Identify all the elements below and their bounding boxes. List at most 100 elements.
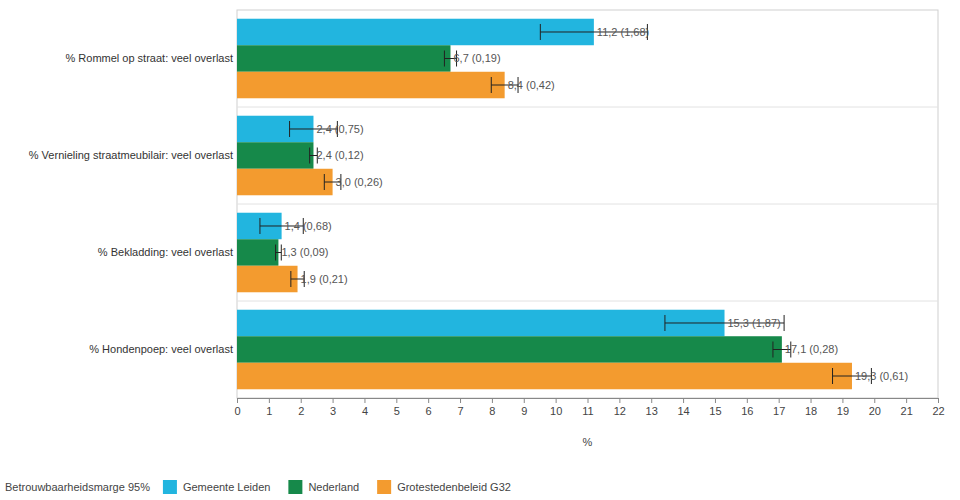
bar [237, 310, 725, 337]
x-tick-mark [651, 398, 652, 403]
x-tick-mark [747, 398, 748, 403]
error-bar [276, 245, 282, 261]
x-tick: 14 [677, 398, 689, 417]
x-tick-label: 1 [266, 405, 272, 417]
x-tick-label: 11 [582, 405, 593, 417]
x-axis: 012345678910111213141516171819202122 [234, 398, 944, 417]
error-bar-cap [275, 245, 276, 261]
legend-swatch [163, 480, 177, 494]
data-label: 3,0 (0,26) [336, 176, 383, 188]
error-bar-cap [324, 174, 325, 190]
x-tick-mark [237, 398, 238, 403]
x-tick-mark [938, 398, 939, 403]
x-tick: 15 [709, 398, 721, 417]
x-tick: 4 [362, 398, 368, 417]
legend-label: Gemeente Leiden [183, 481, 270, 493]
x-tick-mark [301, 398, 302, 403]
x-tick-label: 18 [805, 405, 817, 417]
data-label: 2,4 (0,12) [316, 149, 363, 161]
legend-label: Grotestedenbeleid G32 [397, 481, 511, 493]
data-label: 2,4 (0,75) [316, 123, 363, 135]
bars [237, 19, 871, 390]
x-tick: 0 [234, 398, 240, 417]
x-tick-label: 12 [614, 405, 626, 417]
legend-swatch [377, 480, 391, 494]
bar [237, 239, 278, 266]
x-tick-mark [492, 398, 493, 403]
data-label: 8,4 (0,42) [508, 79, 555, 91]
x-tick: 2 [298, 398, 304, 417]
x-tick-label: 14 [677, 405, 689, 417]
data-label: 1,3 (0,09) [281, 246, 328, 258]
x-tick: 20 [869, 398, 881, 417]
legend-title: Betrouwbaarheidsmarge 95% [5, 481, 150, 493]
x-tick-label: 7 [457, 405, 463, 417]
data-label: 1,9 (0,21) [301, 273, 348, 285]
x-tick-mark [874, 398, 875, 403]
x-axis-title: % [583, 436, 593, 448]
x-tick: 11 [582, 398, 593, 417]
bar [237, 72, 505, 99]
x-tick-mark [460, 398, 461, 403]
category-label: % Bekladding: veel overlast [98, 246, 233, 258]
category-label: % Rommel op straat: veel overlast [65, 52, 233, 64]
x-tick-mark [842, 398, 843, 403]
x-tick: 18 [805, 398, 817, 417]
x-tick: 17 [773, 398, 785, 417]
x-tick: 6 [426, 398, 432, 417]
x-tick-label: 16 [741, 405, 753, 417]
error-bar [665, 315, 784, 331]
x-tick-label: 4 [362, 405, 368, 417]
chart: 11,2 (1,68) 2,4 (0,75) 1,4 (0,68) 15,3 (1,8… [0, 0, 960, 500]
x-tick-label: 5 [394, 405, 400, 417]
x-tick: 22 [932, 398, 944, 417]
data-label: 11,2 (1,68) [597, 26, 649, 38]
error-bar-cap [289, 121, 290, 137]
data-label: 1,4 (0,68) [285, 220, 332, 232]
x-tick: 1 [266, 398, 272, 417]
data-label: 6,7 (0,19) [453, 52, 500, 64]
x-tick-label: 22 [932, 405, 944, 417]
x-tick-mark [683, 398, 684, 403]
x-tick-label: 13 [646, 405, 658, 417]
category-separator [237, 301, 938, 302]
x-tick-mark [715, 398, 716, 403]
error-bar-cap [832, 368, 833, 384]
x-tick: 9 [521, 398, 527, 417]
x-tick-label: 6 [426, 405, 432, 417]
x-tick: 13 [646, 398, 658, 417]
plot-frame [237, 10, 938, 398]
x-tick: 7 [457, 398, 463, 417]
legend-swatch [288, 480, 302, 494]
x-tick-label: 19 [837, 405, 849, 417]
x-tick-mark [333, 398, 334, 403]
bar [237, 19, 594, 46]
error-bar-cap [309, 148, 310, 164]
x-tick-label: 9 [521, 405, 527, 417]
category-separator [237, 204, 938, 205]
error-bar-cap [259, 218, 260, 234]
x-tick-mark [811, 398, 812, 403]
legend-label: Nederland [308, 481, 359, 493]
bar [237, 363, 852, 390]
error-bar-cap [664, 315, 665, 331]
bar [237, 336, 782, 363]
category-label: % Vernieling straatmeubilair: veel overl… [29, 149, 233, 161]
x-tick: 19 [837, 398, 849, 417]
error-bar-cap [784, 315, 785, 331]
x-tick-mark [428, 398, 429, 403]
x-tick-mark [364, 398, 365, 403]
data-label: 15,3 (1,87) [728, 317, 781, 329]
x-tick-mark [556, 398, 557, 403]
bar [237, 169, 333, 196]
x-tick-mark [588, 398, 589, 403]
bar [237, 266, 298, 293]
x-tick-mark [269, 398, 270, 403]
error-bar-cap [444, 51, 445, 67]
x-tick: 5 [394, 398, 400, 417]
data-label: 17,1 (0,28) [785, 343, 838, 355]
bar [237, 45, 450, 72]
x-tick-mark [524, 398, 525, 403]
x-tick-mark [619, 398, 620, 403]
category-label: % Hondenpoep: veel overlast [89, 343, 233, 355]
